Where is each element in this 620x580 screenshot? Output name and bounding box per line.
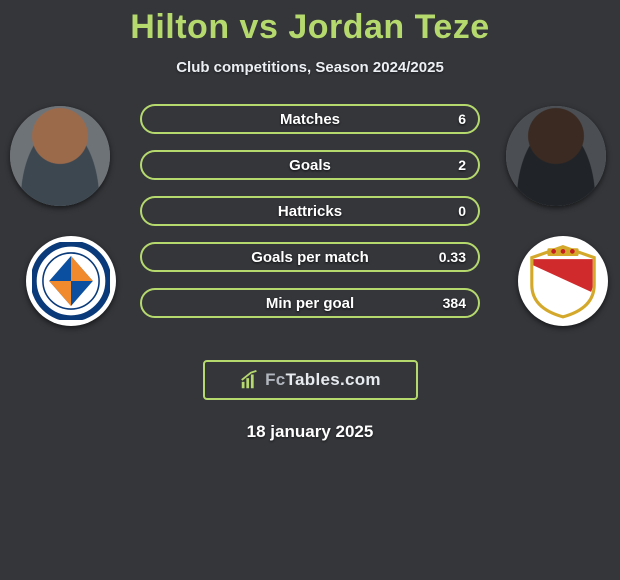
title-player2: Jordan Teze <box>288 8 489 46</box>
stat-value-right: 2 <box>458 157 466 173</box>
comparison-body: Matches 6 Goals 2 Hattricks 0 Goals per match 0… <box>0 100 620 360</box>
stat-label: Min per goal <box>266 295 354 312</box>
brand-badge[interactable]: FcTables.com <box>203 360 418 400</box>
title-player1: Hilton <box>130 8 229 46</box>
stat-rows: Matches 6 Goals 2 Hattricks 0 Goals per match 0… <box>140 104 480 334</box>
stat-row: Matches 6 <box>140 104 480 134</box>
stat-row: Min per goal 384 <box>140 288 480 318</box>
stat-value-right: 0 <box>458 203 466 219</box>
page-title: Hilton vs Jordan Teze <box>0 0 620 47</box>
person-icon <box>10 106 110 206</box>
person-icon <box>506 106 606 206</box>
stat-label: Goals per match <box>251 249 369 266</box>
subtitle: Club competitions, Season 2024/2025 <box>0 59 620 76</box>
stat-label: Matches <box>280 111 340 128</box>
player2-club-crest <box>518 236 608 326</box>
stat-row: Goals per match 0.33 <box>140 242 480 272</box>
brand-text: FcTables.com <box>265 370 381 390</box>
title-vs: vs <box>240 8 279 46</box>
date-label: 18 january 2025 <box>0 422 620 442</box>
stat-label: Goals <box>289 157 331 174</box>
brand-suffix: Tables.com <box>286 370 381 389</box>
stat-row: Hattricks 0 <box>140 196 480 226</box>
stat-label: Hattricks <box>278 203 342 220</box>
brand-prefix: Fc <box>265 370 285 389</box>
stat-value-right: 384 <box>443 295 466 311</box>
stat-row: Goals 2 <box>140 150 480 180</box>
player1-avatar <box>10 106 110 206</box>
stat-value-right: 6 <box>458 111 466 127</box>
player2-avatar <box>506 106 606 206</box>
stat-value-right: 0.33 <box>439 249 466 265</box>
club-crest-icon <box>32 242 110 320</box>
chart-icon <box>239 369 261 391</box>
player1-club-crest <box>26 236 116 326</box>
club-crest-icon <box>524 242 602 320</box>
